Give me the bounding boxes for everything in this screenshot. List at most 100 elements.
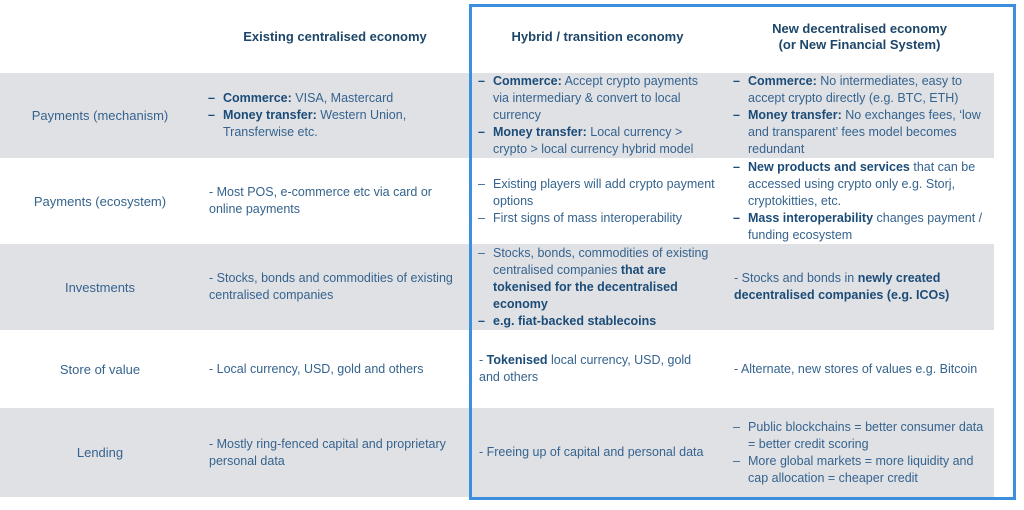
cell-payments-mechanism-col2: – Commerce: Accept crypto payments via in… xyxy=(470,73,725,158)
bullet-item: – Mass interoperability changes payment /… xyxy=(733,210,984,244)
text-segment: - Local currency, USD, gold and others xyxy=(209,361,424,376)
dash-bullet: – xyxy=(733,74,740,88)
cell-investments-col2: – Stocks, bonds, commodities of existing … xyxy=(470,244,725,330)
dash-bullet: – xyxy=(733,210,740,225)
bullet-text: Money transfer: No exchanges fees, ‘low … xyxy=(748,107,984,158)
text-segment: Stocks, bonds, commodities of existing c… xyxy=(493,245,709,277)
text-segment: First signs of mass interoperability xyxy=(493,210,682,225)
bold-text-segment: that are tokenised for the decentralised… xyxy=(493,262,678,311)
plain-text-item: - Alternate, new stores of values e.g. B… xyxy=(733,361,984,378)
cell-lending-col2: - Freeing up of capital and personal dat… xyxy=(470,408,725,497)
text-segment: local currency, USD, gold and others xyxy=(479,353,692,384)
row-label-investments: Investments xyxy=(0,244,200,330)
plain-text-item: - Freeing up of capital and personal dat… xyxy=(478,444,715,461)
bullet-text: Public blockchains = better consumer dat… xyxy=(748,419,984,453)
header-label: Hybrid / transition economy xyxy=(511,28,684,44)
dash-bullet: – xyxy=(478,125,485,139)
bullet-item: – Money transfer: Western Union, Transfer… xyxy=(208,107,460,141)
header-label-line2: (or New Financial System) xyxy=(778,36,941,52)
bold-text-segment: Money transfer: xyxy=(748,108,842,122)
text-segment: Public blockchains = better consumer dat… xyxy=(748,419,984,451)
plain-text-item: - Tokenised local currency, USD, gold an… xyxy=(478,352,715,386)
dash-bullet: – xyxy=(478,210,485,225)
dash-bullet: – xyxy=(478,245,485,260)
dash-bullet: – xyxy=(208,91,215,105)
bold-text-segment: Commerce: xyxy=(748,74,817,88)
bullet-text: Commerce: No intermediates, easy to acce… xyxy=(748,73,984,107)
bullet-item: – Existing players will add crypto paymen… xyxy=(478,176,715,210)
bold-text-segment: Tokenised xyxy=(486,353,548,367)
bold-text-segment: Commerce: xyxy=(223,91,292,105)
dash-bullet: – xyxy=(478,176,485,191)
bullet-item: – New products and services that can be a… xyxy=(733,159,984,210)
dash-bullet: – xyxy=(733,419,740,434)
dash-bullet: – xyxy=(478,74,485,88)
dash-bullet: – xyxy=(208,108,215,122)
cell-payments-ecosystem-col3: – New products and services that can be a… xyxy=(725,158,994,244)
bullet-text: e.g. fiat-backed stablecoins xyxy=(493,313,656,330)
text-segment: Local currency > crypto > local currency… xyxy=(493,125,694,156)
header-label: Existing centralised economy xyxy=(243,28,427,44)
cell-store-of-value-col2: - Tokenised local currency, USD, gold an… xyxy=(470,330,725,408)
bullet-text: Stocks, bonds, commodities of existing c… xyxy=(493,245,715,313)
text-segment: that can be accessed using crypto only e… xyxy=(748,159,976,208)
row-label-lending: Lending xyxy=(0,408,200,497)
bullet-item: – Money transfer: No exchanges fees, ‘low… xyxy=(733,107,984,158)
bold-text-segment: e.g. fiat-backed stablecoins xyxy=(493,313,657,328)
text-segment: - Stocks, bonds and commodities of exist… xyxy=(209,271,453,302)
plain-text-item: - Stocks, bonds and commodities of exist… xyxy=(208,270,460,304)
text-segment: - Freeing up of capital and personal dat… xyxy=(479,445,704,459)
bullet-text: Mass interoperability changes payment / … xyxy=(748,210,984,244)
header-new-decentralised-economy: New decentralised economy (or New Financ… xyxy=(725,0,994,73)
cell-lending-col1: - Mostly ring-fenced capital and proprie… xyxy=(200,408,470,497)
bold-text-segment: newly created decentralised companies (e… xyxy=(734,271,950,302)
cell-lending-col3: – Public blockchains = better consumer da… xyxy=(725,408,994,497)
bullet-item: – More global markets = more liquidity an… xyxy=(733,453,984,487)
bullet-item: – Stocks, bonds, commodities of existing … xyxy=(478,245,715,313)
text-segment: No exchanges fees, ‘low and transparent’… xyxy=(748,108,981,156)
cell-payments-mechanism-col3: – Commerce: No intermediates, easy to acc… xyxy=(725,73,994,158)
bold-text-segment: Money transfer: xyxy=(493,125,587,139)
text-segment: Existing players will add crypto payment… xyxy=(493,176,715,208)
bullet-item: – e.g. fiat-backed stablecoins xyxy=(478,313,715,330)
bullet-item: – Public blockchains = better consumer da… xyxy=(733,419,984,453)
cell-payments-ecosystem-col2: – Existing players will add crypto paymen… xyxy=(470,158,725,244)
dash-bullet: – xyxy=(733,108,740,122)
bullet-text: First signs of mass interoperability xyxy=(493,210,682,227)
dash-bullet: – xyxy=(733,453,740,468)
bold-text-segment: Commerce: xyxy=(493,74,562,88)
economy-comparison-grid: Existing centralised economy Hybrid / tr… xyxy=(0,0,994,497)
bullet-item: – Commerce: No intermediates, easy to acc… xyxy=(733,73,984,107)
bullet-item: – Money transfer: Local currency > crypto… xyxy=(478,124,715,158)
text-segment: More global markets = more liquidity and… xyxy=(748,453,974,485)
bullet-text: Commerce: VISA, Mastercard xyxy=(223,90,393,107)
text-segment: - Alternate, new stores of values e.g. B… xyxy=(734,361,978,376)
text-segment: Western Union, Transferwise etc. xyxy=(223,108,407,139)
text-segment: - Mostly ring-fenced capital and proprie… xyxy=(209,436,446,468)
text-segment: - Stocks and bonds in xyxy=(734,271,858,285)
plain-text-item: - Stocks and bonds in newly created dece… xyxy=(733,270,984,304)
cell-investments-col1: - Stocks, bonds and commodities of exist… xyxy=(200,244,470,330)
cell-payments-ecosystem-col1: - Most POS, e-commerce etc via card or o… xyxy=(200,158,470,244)
text-segment: Accept crypto payments via intermediary … xyxy=(493,74,698,122)
header-corner-empty xyxy=(0,0,200,73)
bullet-item: – First signs of mass interoperability xyxy=(478,210,715,227)
plain-text-item: - Mostly ring-fenced capital and proprie… xyxy=(208,436,460,470)
text-segment: - xyxy=(479,353,487,367)
text-segment: No intermediates, easy to accept crypto … xyxy=(748,74,962,105)
header-existing-centralised-economy: Existing centralised economy xyxy=(200,0,470,73)
row-label-payments-ecosystem: Payments (ecosystem) xyxy=(33,193,167,209)
bullet-text: Money transfer: Local currency > crypto … xyxy=(493,124,715,158)
header-label-line1: New decentralised economy xyxy=(772,20,947,36)
dash-bullet: – xyxy=(733,159,740,174)
cell-store-of-value-col3: - Alternate, new stores of values e.g. B… xyxy=(725,330,994,408)
text-segment: changes payment / funding ecosystem xyxy=(748,210,983,242)
row-label-store-of-value: Store of value xyxy=(59,361,141,377)
bold-text-segment: New products and services xyxy=(748,159,910,174)
plain-text-item: - Most POS, e-commerce etc via card or o… xyxy=(208,184,460,218)
bullet-item: – Commerce: VISA, Mastercard xyxy=(208,90,460,107)
plain-text-item: - Local currency, USD, gold and others xyxy=(208,361,460,378)
cell-payments-mechanism-col1: – Commerce: VISA, Mastercard – Money transf… xyxy=(200,73,470,158)
bullet-text: Money transfer: Western Union, Transferw… xyxy=(223,107,460,141)
cell-investments-col3: - Stocks and bonds in newly created dece… xyxy=(725,244,994,330)
